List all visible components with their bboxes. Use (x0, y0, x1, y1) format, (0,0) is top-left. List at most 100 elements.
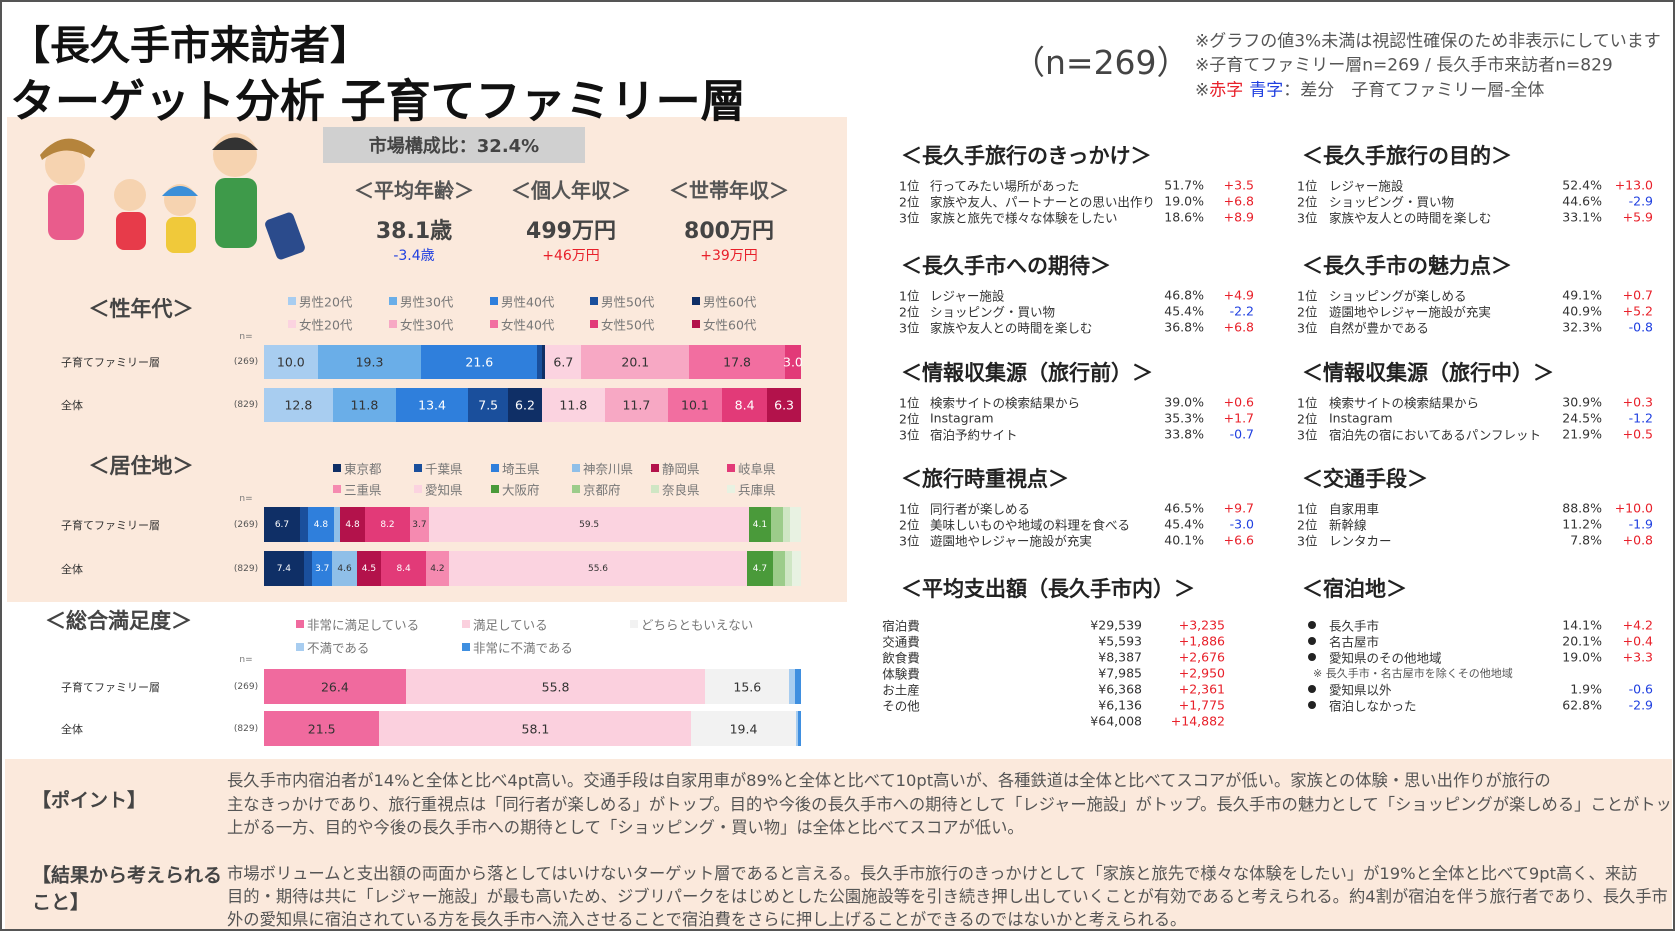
segment-label: 4.6 (337, 564, 351, 574)
row-n: (269) (234, 682, 258, 692)
rank-value: 49.1% (1562, 288, 1602, 303)
bullet (1308, 621, 1316, 629)
segment-label: 17.8 (723, 355, 751, 370)
bar-segment (798, 711, 801, 746)
lodging-value: 14.1% (1562, 618, 1602, 633)
segment-label: 6.2 (515, 398, 535, 413)
segment-label: 8.4 (735, 398, 755, 413)
segment-label: 19.3 (356, 355, 384, 370)
segment-label: 8.2 (380, 520, 394, 530)
rank-diff: +13.0 (1615, 178, 1653, 193)
point-text: 主なきっかけであり、旅行重視点は「同行者が楽しめる」がトップ。目的や今後の長久手… (227, 791, 1675, 815)
segment-label: 13.4 (418, 398, 446, 413)
rank-value: 52.4% (1562, 178, 1602, 193)
rank-diff: +0.8 (1623, 533, 1653, 548)
legend-label: 非常に満足している (307, 615, 419, 634)
rank-value: 32.3% (1562, 320, 1602, 335)
n-label: n= (239, 655, 252, 665)
rank-diff: -3.0 (1230, 517, 1254, 532)
rank-value: 33.1% (1562, 210, 1602, 225)
bullet (1308, 653, 1316, 661)
legend-label: 女性30代 (400, 315, 453, 334)
rank-label: 宿泊先の宿においてあるパンフレット (1329, 425, 1541, 444)
figure (212, 138, 258, 151)
segment-label: 4.2 (430, 564, 444, 574)
legend-swatch (333, 464, 341, 472)
lodging-value: 1.9% (1570, 682, 1602, 697)
rank-label: 遊園地やレジャー施設が充実 (930, 531, 1092, 550)
segment-label: 11.8 (350, 398, 378, 413)
legend-swatch (288, 320, 296, 328)
rank: 3位 (1297, 531, 1317, 550)
rank-diff: +3.5 (1224, 178, 1254, 193)
title: ターゲット分析 子育てファミリー層 (10, 65, 746, 130)
bar-segment (771, 507, 783, 542)
bar-segment (783, 507, 791, 542)
rank: 3位 (1297, 425, 1317, 444)
rank-value: 45.4% (1164, 304, 1204, 319)
segment-label: 59.5 (579, 520, 599, 530)
ranking-title: ＜宿泊地＞ (1302, 573, 1407, 603)
rank-value: 19.0% (1164, 194, 1204, 209)
rank-value: 11.2% (1562, 517, 1602, 532)
expense-diff: +2,950 (1179, 666, 1225, 681)
rank-value: 24.5% (1562, 411, 1602, 426)
rank-diff: -2.9 (1629, 194, 1653, 209)
segment-label: 10.0 (277, 355, 305, 370)
expense-amount: ¥8,387 (1098, 650, 1142, 665)
legend-label: 男性30代 (400, 292, 453, 311)
stat-label: ＜世帯年収＞ (669, 175, 789, 204)
segment-label: 19.4 (730, 721, 758, 736)
rank-label: Instagram (1329, 411, 1393, 426)
legend-label: 京都府 (583, 480, 621, 499)
bar-segment (792, 551, 801, 586)
row-label: 全体 (61, 561, 83, 577)
segment-label: 55.8 (542, 679, 570, 694)
rank-label: 自然が豊かである (1329, 318, 1429, 337)
legend-swatch (692, 320, 700, 328)
rank-value: 45.4% (1164, 517, 1204, 532)
segment-label: 12.8 (284, 398, 312, 413)
stat-diff: +39万円 (700, 245, 758, 265)
figure (116, 212, 146, 250)
legend-swatch (491, 485, 499, 493)
conclusion-text: 外の愛知県に宿泊されている方を長久手市へ流入させることで宿泊費をさらに押し上げる… (227, 906, 1186, 930)
bar-segment (300, 507, 308, 542)
legend-swatch (462, 620, 470, 628)
legend-label: 男性50代 (601, 292, 654, 311)
lodging-value: 62.8% (1562, 698, 1602, 713)
legend-label: 女性40代 (501, 315, 554, 334)
legend-swatch (389, 320, 397, 328)
figure (162, 186, 198, 196)
lodging-diff: +0.4 (1623, 634, 1653, 649)
ranking-title: ＜情報収集源（旅行中）＞ (1302, 357, 1554, 387)
expense-amount: ¥6,136 (1098, 698, 1142, 713)
legend-label: 非常に不満である (473, 638, 573, 657)
rank-diff: +0.3 (1623, 395, 1653, 410)
legend-label: どちらともいえない (641, 615, 753, 634)
ranking-title: ＜長久手市の魅力点＞ (1302, 250, 1512, 280)
rank-label: 家族や友人との時間を楽しむ (930, 318, 1092, 337)
chart-title: ＜性年代＞ (89, 293, 194, 323)
rank-value: 36.8% (1164, 320, 1204, 335)
rank-diff: +10.0 (1615, 501, 1653, 516)
stat-diff: -3.4歳 (393, 245, 434, 265)
rank-label: Instagram (930, 411, 994, 426)
segment-label: 3.7 (315, 564, 329, 574)
legend-label: 男性40代 (501, 292, 554, 311)
ranking-title: ＜長久手旅行のきっかけ＞ (901, 140, 1152, 170)
rank-label: 家族と旅先で様々な体験をしたい (930, 208, 1118, 227)
legend-swatch (727, 485, 735, 493)
rank-diff: +6.8 (1224, 194, 1254, 209)
rank-diff: +5.9 (1623, 210, 1653, 225)
expense-total-diff: +14,882 (1171, 714, 1225, 729)
rank-diff: +6.8 (1224, 320, 1254, 335)
segment-label: 4.8 (314, 520, 328, 530)
lodging-diff: -2.9 (1629, 698, 1653, 713)
lodging-diff: +4.2 (1623, 618, 1653, 633)
bar-segment (304, 551, 313, 586)
rank-value: 88.8% (1562, 501, 1602, 516)
segment-label: 55.6 (588, 564, 608, 574)
legend-note: ※赤字青字：差分 子育てファミリー層-全体 (1195, 76, 1544, 101)
rank: 3位 (899, 208, 919, 227)
